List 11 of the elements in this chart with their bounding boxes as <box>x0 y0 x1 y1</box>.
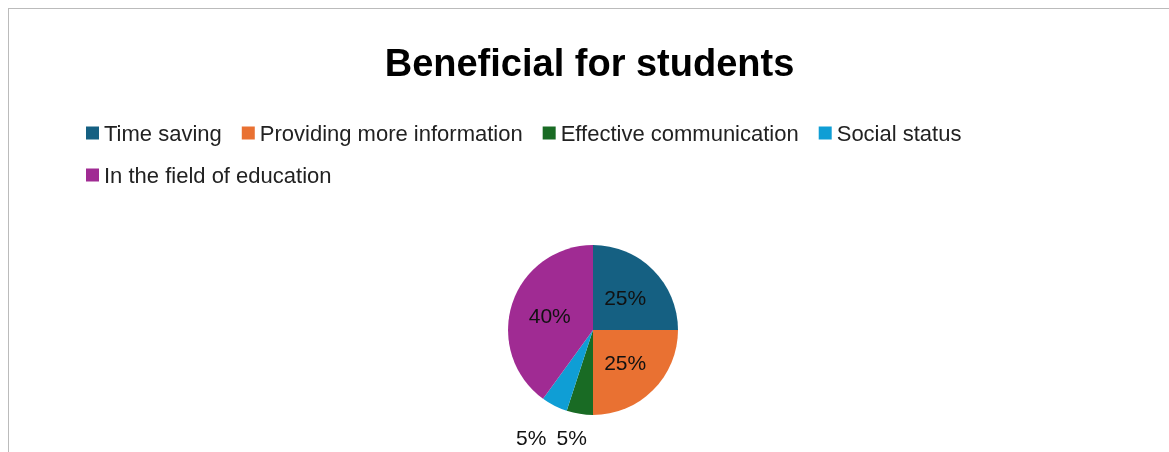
legend-label: Providing more information <box>259 120 523 146</box>
legend-label: In the field of education <box>104 162 332 188</box>
chart-title: Beneficial for students <box>384 42 795 84</box>
legend-label: Social status <box>836 120 962 146</box>
legend-label: Effective communication <box>560 120 799 146</box>
data-label: 5% <box>516 425 547 449</box>
data-label: 5% <box>556 425 587 449</box>
data-label: 25% <box>604 350 647 374</box>
legend-label: Time saving <box>104 120 222 146</box>
data-label: 40% <box>528 304 571 328</box>
data-label: 25% <box>604 286 647 310</box>
